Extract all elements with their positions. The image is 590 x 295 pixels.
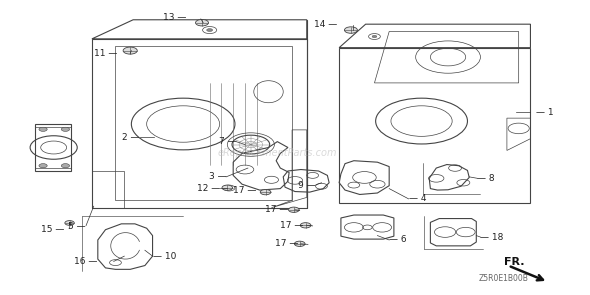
Circle shape — [61, 164, 70, 168]
Circle shape — [65, 221, 74, 225]
Circle shape — [289, 207, 299, 212]
Text: 5 —: 5 — — [68, 222, 86, 231]
Text: 2 —: 2 — — [122, 133, 140, 142]
Text: — 4: — 4 — [409, 194, 426, 203]
Circle shape — [206, 29, 212, 32]
Text: — 18: — 18 — [480, 232, 504, 242]
Circle shape — [39, 127, 47, 131]
Text: 17 —: 17 — — [274, 239, 298, 248]
Text: — 8: — 8 — [477, 174, 495, 183]
Text: — 1: — 1 — [536, 108, 554, 117]
Circle shape — [123, 47, 137, 54]
Text: 12 —: 12 — — [197, 184, 220, 193]
Text: Z5R0E1B00B: Z5R0E1B00B — [479, 274, 529, 283]
Text: 7 —: 7 — — [218, 137, 236, 146]
Circle shape — [61, 127, 70, 131]
Text: 17 —: 17 — — [233, 186, 256, 196]
Text: 3 —: 3 — — [208, 172, 226, 181]
Circle shape — [226, 186, 232, 189]
Text: 17 —: 17 — — [280, 221, 304, 230]
Circle shape — [372, 35, 377, 38]
Circle shape — [260, 189, 271, 195]
Text: eReplacementParts.com: eReplacementParts.com — [218, 148, 337, 158]
Text: FR.: FR. — [504, 257, 525, 267]
Circle shape — [294, 241, 305, 246]
Circle shape — [195, 19, 208, 26]
Text: — 10: — 10 — [153, 252, 176, 261]
Circle shape — [39, 164, 47, 168]
Text: 15 —: 15 — — [41, 225, 64, 234]
Text: 14 —: 14 — — [314, 20, 337, 29]
Text: 13 —: 13 — — [163, 13, 186, 22]
Text: 17 —: 17 — — [264, 205, 288, 214]
Text: 9 —: 9 — — [298, 181, 316, 190]
Circle shape — [300, 223, 311, 228]
Circle shape — [222, 185, 232, 190]
Text: — 6: — 6 — [389, 235, 407, 245]
Text: 16 —: 16 — — [74, 257, 98, 266]
Text: 11 —: 11 — — [94, 49, 117, 58]
Circle shape — [345, 27, 358, 33]
